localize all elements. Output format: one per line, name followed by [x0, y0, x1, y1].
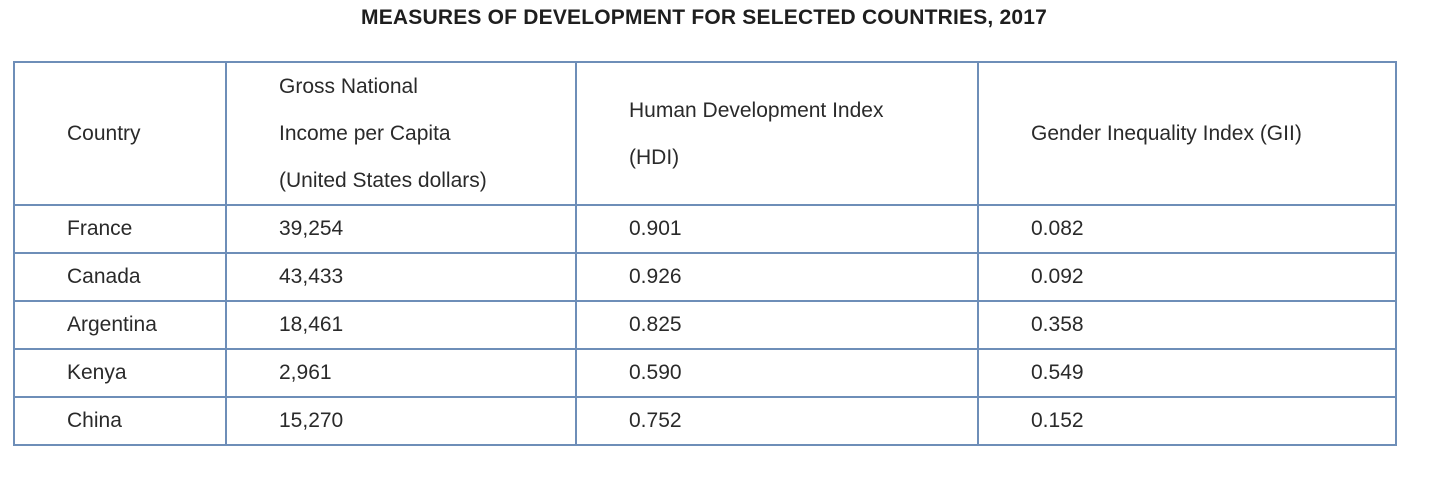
cell-gii: 0.082 [977, 204, 1397, 254]
page-title: MEASURES OF DEVELOPMENT FOR SELECTED COU… [361, 6, 1047, 29]
header-gii: Gender Inequality Index (GII) [977, 61, 1397, 206]
cell-gni: 39,254 [225, 204, 577, 254]
cell-hdi: 0.901 [575, 204, 979, 254]
cell-gni: 43,433 [225, 252, 577, 302]
development-table: Country Gross National Income per Capita… [13, 61, 1397, 446]
table-body: France 39,254 0.901 0.082 Canada 43,433 … [13, 204, 1397, 446]
header-gni-label: Gross National Income per Capita (United… [279, 75, 487, 192]
cell-country: Canada [13, 252, 227, 302]
header-gni: Gross National Income per Capita (United… [225, 61, 577, 206]
cell-hdi: 0.825 [575, 300, 979, 350]
cell-country: Argentina [13, 300, 227, 350]
table-row: China 15,270 0.752 0.152 [13, 396, 1397, 446]
header-gii-label: Gender Inequality Index (GII) [1031, 122, 1302, 145]
table-header: Country Gross National Income per Capita… [13, 61, 1397, 206]
cell-gni: 2,961 [225, 348, 577, 398]
table-row: Canada 43,433 0.926 0.092 [13, 252, 1397, 302]
cell-country: Kenya [13, 348, 227, 398]
header-hdi-label: Human Development Index (HDI) [629, 98, 884, 169]
table-row: Kenya 2,961 0.590 0.549 [13, 348, 1397, 398]
header-country-label: Country [67, 122, 141, 145]
cell-gii: 0.092 [977, 252, 1397, 302]
header-country: Country [13, 61, 227, 206]
table-row: France 39,254 0.901 0.082 [13, 204, 1397, 254]
cell-hdi: 0.926 [575, 252, 979, 302]
cell-hdi: 0.590 [575, 348, 979, 398]
cell-country: China [13, 396, 227, 446]
header-row: Country Gross National Income per Capita… [13, 61, 1397, 206]
cell-gii: 0.358 [977, 300, 1397, 350]
cell-gni: 15,270 [225, 396, 577, 446]
cell-hdi: 0.752 [575, 396, 979, 446]
cell-gni: 18,461 [225, 300, 577, 350]
cell-country: France [13, 204, 227, 254]
table-row: Argentina 18,461 0.825 0.358 [13, 300, 1397, 350]
cell-gii: 0.549 [977, 348, 1397, 398]
cell-gii: 0.152 [977, 396, 1397, 446]
header-hdi: Human Development Index (HDI) [575, 61, 979, 206]
